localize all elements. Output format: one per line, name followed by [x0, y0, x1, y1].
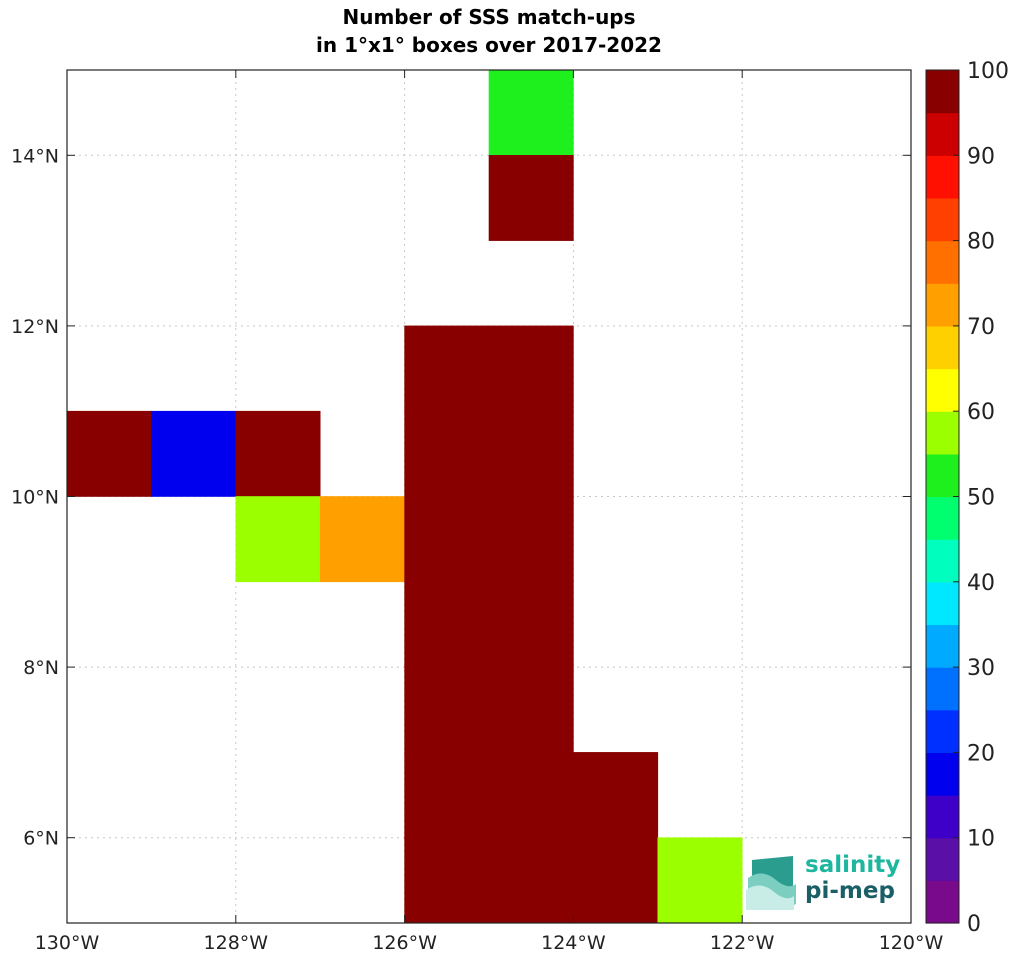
colorbar-segment [926, 155, 959, 199]
colorbar-tick-label: 100 [967, 59, 1009, 84]
heatmap-cell [488, 325, 574, 412]
colorbar-segment [926, 752, 959, 796]
colorbar-segment [926, 325, 959, 370]
heatmap-cell [404, 410, 490, 497]
colorbar-tick-label: 90 [967, 144, 995, 169]
x-tick-label: 122°W [710, 932, 775, 954]
heatmap-cell [235, 496, 321, 583]
colorbar-tick-label: 40 [967, 571, 995, 596]
heatmap-cell [488, 837, 574, 924]
x-tick-label: 120°W [879, 932, 944, 954]
y-tick-label: 12°N [11, 316, 59, 338]
heatmap-cell [404, 581, 490, 668]
y-tick-label: 10°N [11, 487, 59, 509]
heatmap-cell [488, 69, 574, 156]
heatmap-cell [488, 496, 574, 583]
heatmap-cell [488, 752, 574, 839]
colorbar-segment [926, 667, 959, 711]
colorbar-tick-label: 10 [967, 827, 995, 852]
heatmap-cell [404, 496, 490, 583]
logo-line-1: salinity [805, 852, 900, 878]
colorbar-tick-label: 0 [967, 912, 981, 937]
colorbar-segment [926, 795, 959, 839]
heatmap-cell [66, 410, 152, 497]
wave-logo-icon [746, 856, 796, 910]
colorbar-segment [926, 368, 959, 412]
colorbar-segment [926, 411, 959, 455]
axis-ticks: 130°W 128°W 126°W 124°W 122°W 120°W 6°N 8°N 10°N… [11, 70, 943, 954]
colorbar-segment [926, 240, 959, 284]
heatmap-cell [573, 837, 659, 924]
heatmap-cell [235, 410, 321, 497]
logo-line-2: pi-mep [805, 878, 895, 904]
colorbar-segment [926, 197, 959, 242]
heatmap-cell [151, 410, 237, 497]
colorbar-segment [926, 837, 959, 881]
heatmap-cell [404, 837, 490, 924]
colorbar-segment [926, 624, 959, 668]
colorbar-tick-label: 50 [967, 486, 995, 511]
heatmap-cell [488, 155, 574, 241]
colorbar-segment [926, 70, 959, 114]
colorbar-segment [926, 880, 959, 924]
colorbar-segment [926, 709, 959, 753]
colorbar-segment [926, 112, 959, 156]
heatmap-cell [404, 325, 490, 412]
colorbar-tick-label: 60 [967, 400, 995, 425]
x-tick-label: 126°W [372, 932, 437, 954]
heatmap-cell [488, 666, 574, 753]
colorbar-segment [926, 539, 959, 583]
chart-title: Number of SSS match-ups [342, 5, 635, 29]
heatmap-cells [66, 69, 743, 924]
y-tick-label: 14°N [11, 145, 59, 167]
colorbar-tick-label: 70 [967, 315, 995, 340]
y-tick-label: 8°N [23, 657, 59, 679]
heatmap-cell [657, 837, 743, 924]
colorbar-segment [926, 581, 959, 626]
heatmap-cell [573, 752, 659, 839]
chart-subtitle: in 1°x1° boxes over 2017-2022 [316, 33, 662, 57]
colorbar-tick-label: 30 [967, 656, 995, 681]
heatmap-cell [404, 752, 490, 839]
colorbar-segment [926, 283, 959, 327]
colorbar-tick-label: 80 [967, 230, 995, 255]
salinity-pi-mep-logo: salinity pi-mep [746, 852, 900, 910]
colorbar-segment [926, 453, 959, 498]
colorbar-tick-label: 20 [967, 741, 995, 766]
x-tick-label: 130°W [35, 932, 100, 954]
colorbar-segment [926, 496, 959, 540]
x-tick-label: 124°W [541, 932, 606, 954]
colorbar: 0 10 20 30 40 50 60 70 80 90 100 [925, 59, 1009, 937]
y-tick-label: 6°N [23, 828, 59, 850]
heatmap-cell [404, 666, 490, 753]
heatmap-cell [488, 410, 574, 497]
heatmap-cell [319, 496, 405, 583]
heatmap-cell [488, 581, 574, 668]
x-tick-label: 128°W [204, 932, 269, 954]
